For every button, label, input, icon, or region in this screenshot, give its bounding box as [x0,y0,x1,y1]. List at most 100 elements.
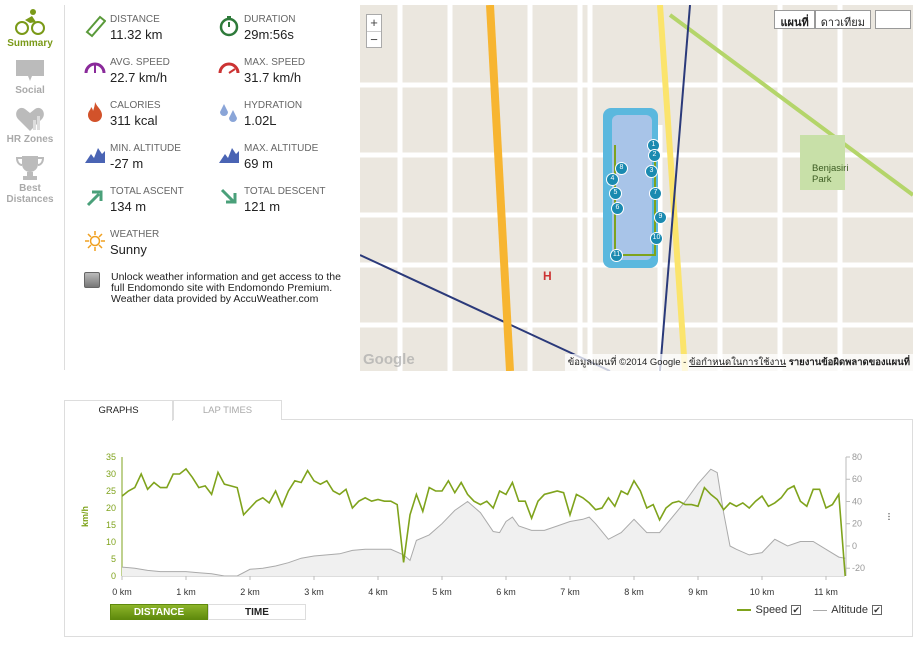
x-tick-label: 7 km [560,587,580,597]
map-type-satellite-button[interactable]: ดาวเทียม [814,10,871,29]
stat-value: 11.32 km [110,27,163,42]
route-marker[interactable]: 4 [606,173,619,186]
sidebar-item-label: Social [15,85,45,96]
divider [64,5,65,370]
ruler-icon [85,15,106,38]
stat-weather: WEATHER Sunny [80,227,210,263]
y-tick-label: 15 [106,520,116,530]
distance-mode-button[interactable]: DISTANCE [110,604,208,620]
stat-value: 69 m [244,156,273,171]
route-marker[interactable]: 8 [615,162,628,175]
terms-link[interactable]: ข้อกำหนดในการใช้งาน [688,357,787,368]
weather-credit: Weather data provided by AccuWeather.com [111,293,319,305]
stat-label: MIN. ALTITUDE [110,143,181,154]
premium-icon [84,272,100,288]
stat-total-ascent: TOTAL ASCENT 134 m [80,184,210,220]
sidebar-item-summary[interactable]: Summary [0,8,60,49]
report-error-link[interactable]: รายงานข้อผิดพลาดของแผนที่ [788,357,910,368]
route-marker[interactable]: 10 [650,232,663,245]
zoom-in-button[interactable]: + [370,15,378,30]
stat-value: 311 kcal [110,113,158,128]
map-type-map-button[interactable]: แผนที่ [774,10,815,29]
stat-value: 31.7 km/h [244,70,302,85]
stat-min-altitude: MIN. ALTITUDE -27 m [80,141,210,177]
stat-value: 134 m [110,199,147,214]
mountains-icon [85,148,105,163]
stat-label: DISTANCE [110,14,160,25]
y2-tick-label: 60 [852,474,862,484]
route-marker[interactable]: 2 [648,149,661,162]
tab-lap-times[interactable]: LAP TIMES [173,400,282,420]
x-tick-label: 11 km [814,587,838,597]
stat-value: 121 m [244,199,281,214]
sidebar-item-label: Summary [7,38,53,49]
speed-toggle-checkbox[interactable]: ✔ [791,605,802,615]
x-tick-label: 0 km [112,587,132,597]
x-tick-label: 9 km [688,587,708,597]
time-mode-button[interactable]: TIME [208,604,306,620]
stat-label: TOTAL ASCENT [110,186,184,197]
route-marker[interactable]: 1 [647,139,660,152]
stat-value: 22.7 km/h [110,70,168,85]
tab-graphs[interactable]: GRAPHS [64,400,173,421]
stat-max-altitude: MAX. ALTITUDE 69 m [214,141,344,177]
route-marker[interactable]: 3 [645,165,658,178]
stat-total-descent: TOTAL DESCENT 121 m [214,184,344,220]
route-marker[interactable]: 7 [649,187,662,200]
sidebar-item-social[interactable]: Social [0,59,60,96]
stat-label: WEATHER [110,229,160,240]
sidebar-item-label: Best Distances [6,183,54,205]
stat-value: -27 m [110,156,144,171]
stat-label: DURATION [244,14,296,25]
graphs-panel [64,419,913,637]
stat-label: MAX. SPEED [244,57,306,68]
stat-label: HYDRATION [244,100,303,111]
y-tick-label: 35 [106,452,116,462]
speech-bubble-icon [16,60,44,81]
flame-icon [88,102,102,122]
zoom-out-button[interactable]: − [367,31,381,47]
y-tick-label: 5 [111,554,116,564]
x-tick-label: 4 km [368,587,388,597]
stat-duration: DURATION 29m:56s [214,12,344,48]
map-attribution: ข้อมูลแผนที่ ©2014 Google - ข้อกำหนดในกา… [564,354,913,371]
sun-icon [85,231,105,251]
droplets-icon [220,104,237,122]
altitude-area [122,469,846,576]
hospital-marker: H [543,269,552,283]
route-marker[interactable]: 5 [609,187,622,200]
stat-calories: CALORIES 311 kcal [80,98,210,134]
map-zoom-control: + − [366,14,382,48]
y-axis-title: km/h [80,506,90,527]
park-label: Benjasiri Park [812,163,849,185]
trophy-icon [15,156,45,180]
stat-label: MAX. ALTITUDE [244,143,319,154]
stat-value: 29m:56s [244,27,294,42]
google-logo: Google [363,351,415,368]
graph-tabs: GRAPHS LAP TIMES [64,400,282,421]
altitude-legend-swatch [813,609,828,611]
stat-label: AVG. SPEED [110,57,170,68]
y-tick-label: 10 [106,537,116,547]
y2-tick-label: -20 [852,563,865,573]
chart-legend: Speed ✔ Altitude ✔ [737,604,882,616]
y-tick-label: 20 [106,503,116,513]
map-type-control: แผนที่ ดาวเทียม [774,10,911,29]
speed-line [121,467,846,577]
route-map[interactable]: 1 2 3 4 5 6 7 8 9 10 11 Benjasiri Park H + − แผนที… [360,5,913,371]
route-marker[interactable]: 11 [610,249,623,262]
fullscreen-button[interactable] [875,10,911,29]
sidebar-item-hr-zones[interactable]: HR Zones [0,106,60,145]
stopwatch-icon [219,16,239,37]
y2-tick-label: 0 [852,541,857,551]
sidebar-item-best-distances[interactable]: Best Distances [0,155,60,205]
x-tick-label: 10 km [750,587,775,597]
stat-label: TOTAL DESCENT [244,186,326,197]
altitude-toggle-checkbox[interactable]: ✔ [872,605,882,615]
route-marker[interactable]: 6 [611,202,624,215]
route-marker[interactable]: 9 [654,211,667,224]
y2-tick-label: 80 [852,452,862,462]
sidebar: Summary Social HR Zones Best Distances [0,8,60,215]
x-tick-label: 3 km [304,587,324,597]
stat-value: 1.02L [244,113,277,128]
